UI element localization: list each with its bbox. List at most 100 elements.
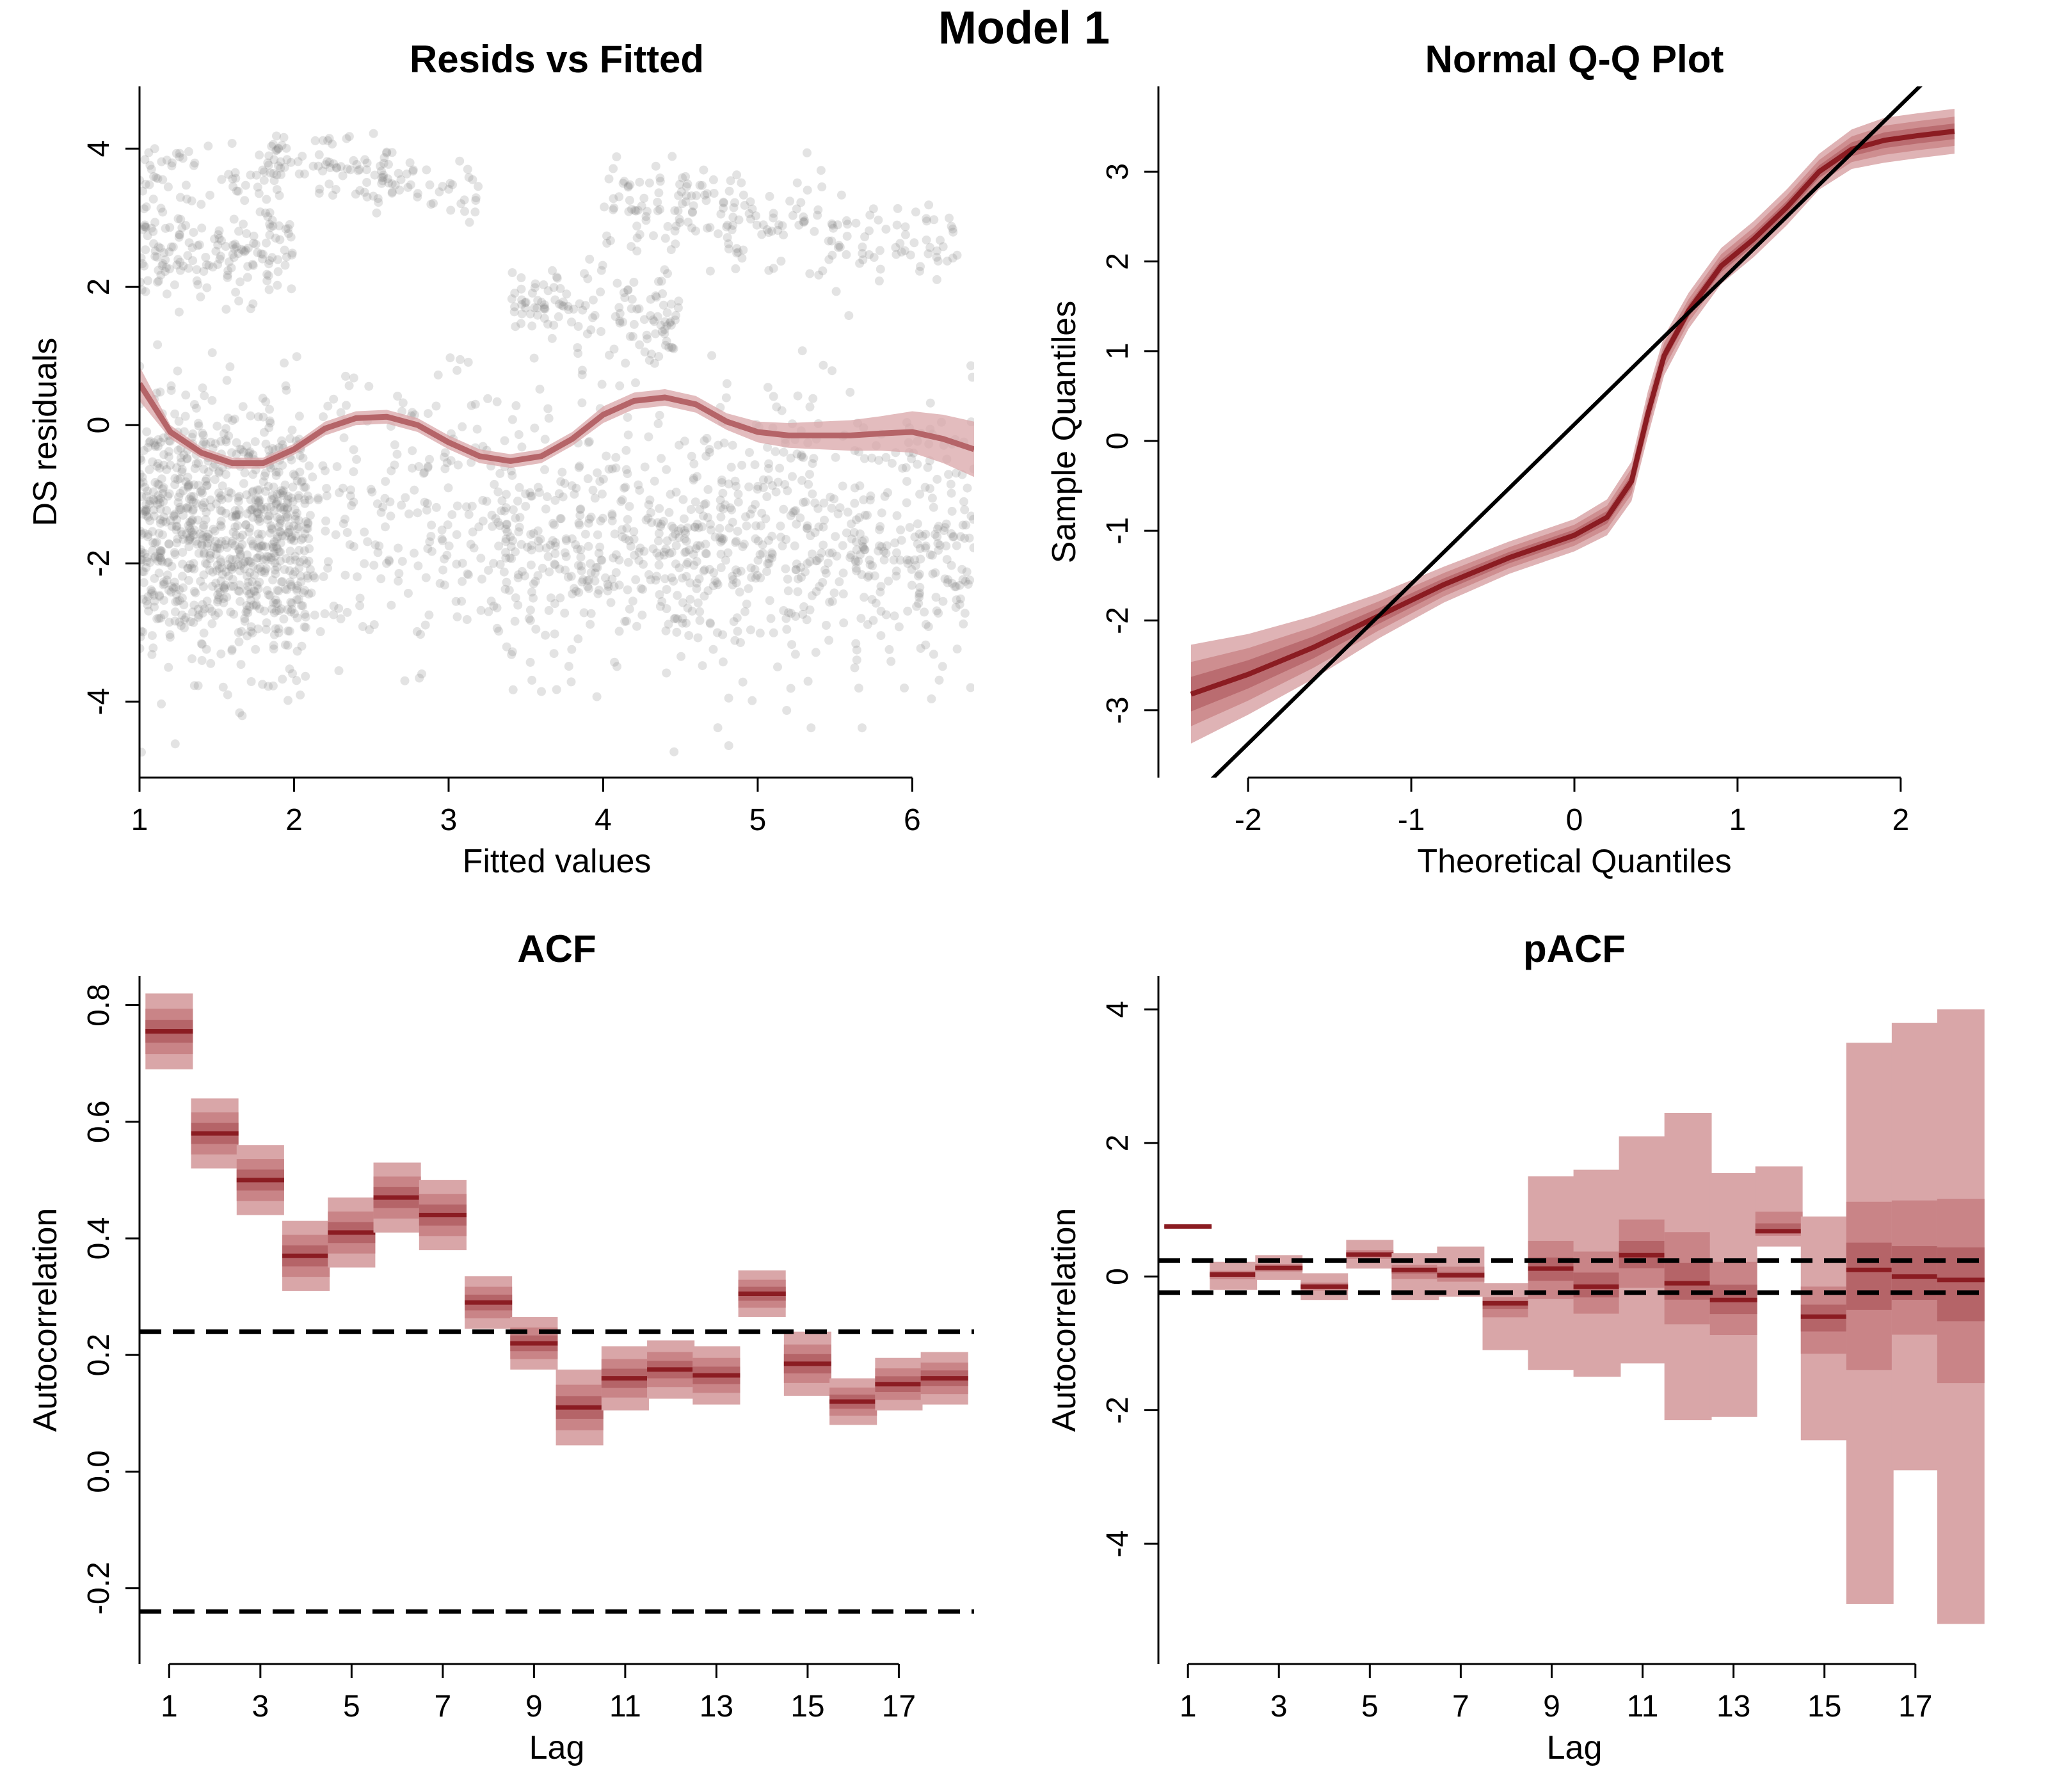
data-point	[757, 508, 767, 518]
data-point	[609, 164, 618, 173]
data-point	[945, 213, 954, 223]
data-point	[854, 556, 863, 566]
data-point	[274, 628, 284, 637]
data-point	[803, 524, 812, 532]
data-point	[800, 567, 810, 577]
data-point	[601, 573, 610, 582]
data-point	[526, 530, 536, 539]
data-point	[228, 174, 237, 184]
data-point	[141, 505, 150, 515]
data-point	[655, 590, 664, 599]
data-point	[157, 261, 167, 270]
data-point	[175, 193, 185, 202]
data-point	[812, 556, 822, 565]
data-point	[573, 561, 583, 570]
data-point	[474, 182, 483, 191]
data-point	[239, 220, 248, 229]
data-point	[201, 253, 211, 262]
data-point	[932, 524, 942, 534]
data-point	[197, 223, 207, 233]
data-point	[185, 524, 195, 533]
data-point	[610, 529, 620, 539]
data-point	[723, 233, 732, 243]
data-point	[305, 544, 314, 554]
data-point	[177, 611, 187, 620]
data-point	[540, 435, 550, 444]
data-point	[246, 558, 255, 567]
data-point	[834, 241, 844, 250]
data-point	[150, 246, 160, 256]
data-point	[708, 175, 718, 184]
data-point	[461, 502, 471, 511]
data-point	[855, 481, 865, 491]
data-point	[143, 600, 152, 610]
data-point	[758, 220, 768, 230]
data-point	[248, 486, 258, 496]
data-point	[273, 513, 282, 522]
data-point	[675, 218, 685, 227]
data-point	[692, 579, 701, 588]
data-point	[170, 474, 180, 483]
data-point	[248, 628, 257, 638]
data-point	[158, 489, 168, 499]
data-point	[143, 486, 152, 496]
data-point	[227, 139, 237, 148]
data-point	[842, 250, 851, 259]
data-point	[272, 131, 281, 141]
data-point	[182, 503, 191, 513]
data-point	[687, 223, 696, 233]
data-point	[620, 177, 629, 186]
data-point	[527, 545, 536, 555]
data-point	[321, 526, 330, 536]
y-tick-label: 4	[1101, 1001, 1135, 1018]
data-point	[197, 540, 207, 550]
data-point	[147, 631, 157, 641]
data-point	[268, 604, 276, 614]
data-point	[269, 644, 278, 653]
data-point	[287, 248, 297, 258]
data-point	[257, 567, 266, 577]
data-point	[255, 513, 265, 523]
data-point	[364, 381, 374, 391]
data-point	[329, 610, 339, 620]
data-point	[484, 607, 493, 616]
data-point	[692, 519, 702, 529]
data-point	[779, 606, 788, 615]
data-point	[803, 521, 812, 531]
data-point	[248, 259, 257, 269]
data-point	[924, 200, 934, 210]
data-point	[246, 411, 255, 420]
data-point	[213, 240, 223, 250]
data-point	[804, 479, 813, 489]
data-point	[271, 499, 281, 509]
data-point	[675, 214, 684, 224]
data-point	[662, 668, 671, 678]
data-point	[667, 522, 676, 531]
data-point	[947, 561, 956, 570]
data-point	[640, 462, 650, 472]
data-point	[898, 463, 908, 473]
data-point	[769, 213, 778, 223]
data-point	[732, 613, 742, 623]
data-point	[275, 503, 285, 513]
data-point	[186, 518, 196, 528]
data-point	[167, 582, 177, 591]
data-point	[154, 266, 163, 275]
x-tick-label: 1	[1180, 1690, 1197, 1724]
panel-title: Resids vs Fitted	[410, 38, 704, 81]
data-point	[199, 570, 209, 580]
data-point	[191, 403, 201, 413]
data-point	[334, 666, 344, 675]
data-point	[728, 517, 737, 527]
data-point	[615, 318, 625, 328]
data-point	[963, 483, 972, 493]
qq-curve-group	[1190, 86, 1955, 778]
data-point	[732, 248, 742, 258]
data-point	[184, 264, 193, 273]
data-point	[358, 622, 367, 631]
data-point	[235, 566, 244, 576]
data-point	[155, 463, 164, 473]
data-point	[281, 513, 291, 522]
data-point	[783, 486, 792, 495]
data-point	[652, 292, 661, 302]
